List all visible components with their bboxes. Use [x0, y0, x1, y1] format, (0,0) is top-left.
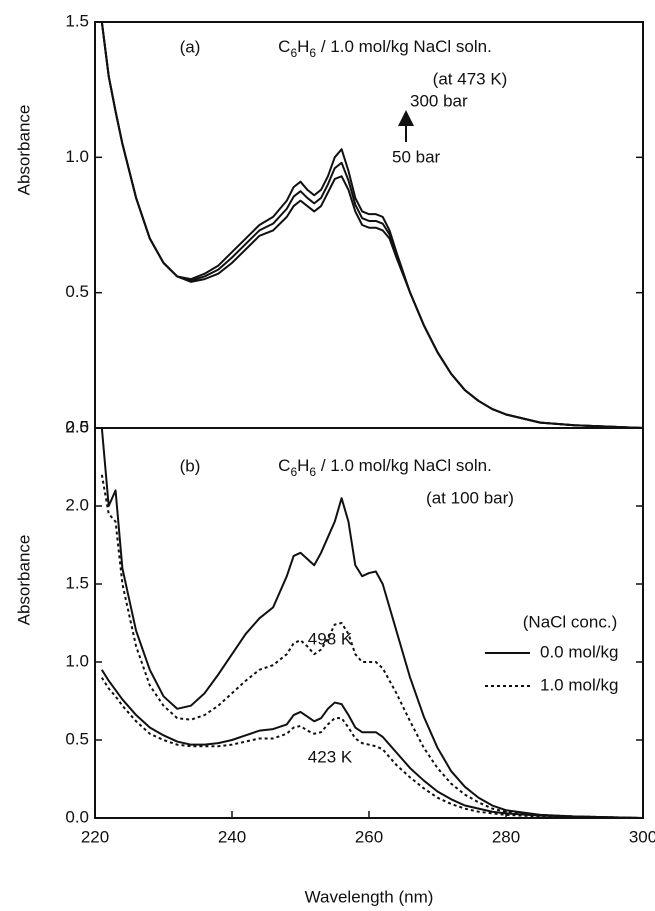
y-tick-label: 0.5 — [65, 282, 89, 301]
title-subscript: 6 — [309, 46, 316, 60]
title-subscript: 6 — [309, 465, 316, 479]
panel-title: C6H6 / 1.0 mol/kg NaCl soln. — [278, 37, 492, 60]
spectrum-line — [101, 677, 643, 818]
title-text: / 1.0 mol/kg NaCl soln. — [316, 456, 492, 475]
title-text: / 1.0 mol/kg NaCl soln. — [316, 37, 492, 56]
title-text: C — [278, 456, 290, 475]
y-tick-label: 2.5 — [65, 417, 89, 436]
panel-label: (b) — [180, 456, 201, 475]
spectrum-line — [101, 669, 643, 818]
spectrum-line — [100, 428, 643, 818]
y-axis-label: Absorbance — [14, 535, 33, 626]
legend-label: 1.0 mol/kg — [540, 675, 618, 694]
series-group — [100, 428, 643, 818]
y-tick-label: 1.5 — [65, 11, 89, 30]
plot-frame — [94, 21, 644, 429]
title-text: C — [278, 37, 290, 56]
panel-subtitle: (at 100 bar) — [426, 488, 514, 507]
y-tick-label: 0.0 — [65, 417, 89, 436]
x-tick-label: 300 — [629, 827, 655, 846]
spectrum-line — [100, 22, 643, 428]
legend-title: (NaCl conc.) — [523, 612, 617, 631]
annotation: 498 K — [308, 629, 353, 648]
y-tick-label: 1.5 — [65, 573, 89, 592]
annotation: 423 K — [308, 747, 353, 766]
title-text: H — [297, 456, 309, 475]
spectrum-line — [100, 22, 643, 428]
spectrum-line — [100, 22, 643, 428]
title-subscript: 6 — [290, 46, 297, 60]
legend-label: 0.0 mol/kg — [540, 642, 618, 661]
y-tick-label: 1.0 — [65, 651, 89, 670]
panel-label: (a) — [180, 37, 201, 56]
x-tick-label: 260 — [355, 827, 383, 846]
x-axis-label: Wavelength (nm) — [305, 887, 434, 906]
title-text: H — [297, 37, 309, 56]
panel-subtitle: (at 473 K) — [433, 69, 508, 88]
annotation: 50 bar — [392, 147, 441, 166]
x-tick-label: 240 — [218, 827, 246, 846]
y-tick-label: 2.0 — [65, 495, 89, 514]
x-tick-label: 220 — [81, 827, 109, 846]
y-tick-label: 0.5 — [65, 729, 89, 748]
panel-title: C6H6 / 1.0 mol/kg NaCl soln. — [278, 456, 492, 479]
x-tick-label: 280 — [492, 827, 520, 846]
title-subscript: 6 — [290, 465, 297, 479]
y-tick-label: 0.0 — [65, 807, 89, 826]
y-axis-label: Absorbance — [14, 105, 33, 196]
series-group — [100, 22, 643, 428]
annotation: 300 bar — [410, 91, 468, 110]
y-tick-label: 1.0 — [65, 147, 89, 166]
